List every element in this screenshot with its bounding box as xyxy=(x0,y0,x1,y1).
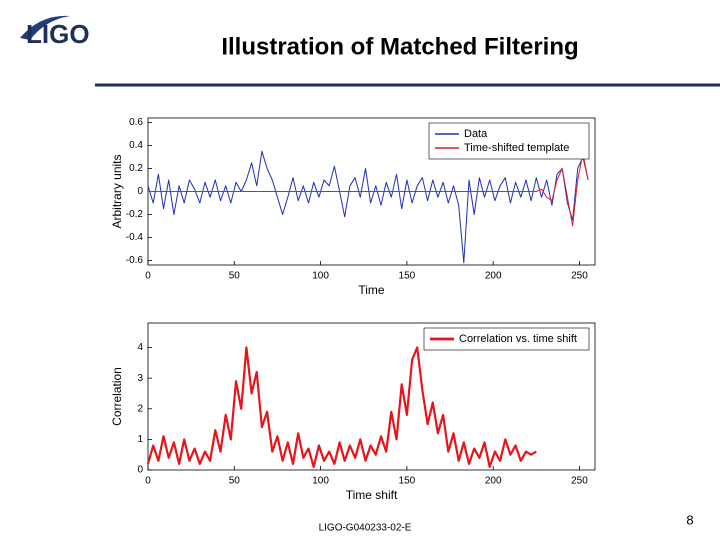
footer-id: LIGO-G040233-02-E xyxy=(319,523,412,534)
x-tick-label: 250 xyxy=(571,271,588,282)
y-axis-label: Arbitrary units xyxy=(110,154,124,228)
x-axis-label: Time shift xyxy=(346,488,398,502)
x-tick-label: 50 xyxy=(229,271,241,282)
y-tick-label: 0.4 xyxy=(129,140,143,151)
legend-label: Correlation vs. time shift xyxy=(459,333,577,345)
y-tick-label: -0.4 xyxy=(126,232,144,243)
y-tick-label: -0.6 xyxy=(126,255,144,266)
x-tick-label: 50 xyxy=(229,476,241,487)
y-tick-label: 0.2 xyxy=(129,163,143,174)
x-axis-label: Time xyxy=(358,283,385,297)
y-axis-label: Correlation xyxy=(110,367,124,426)
x-tick-label: 0 xyxy=(145,476,151,487)
page-number: 8 xyxy=(686,512,693,527)
x-tick-label: 150 xyxy=(399,271,416,282)
y-tick-label: 0 xyxy=(137,186,143,197)
y-tick-label: 2 xyxy=(137,403,143,414)
legend-box xyxy=(423,327,590,351)
legend-label: Time-shifted template xyxy=(464,142,569,154)
series-line xyxy=(148,153,589,227)
series-line xyxy=(146,346,537,468)
y-tick-label: 4 xyxy=(137,342,143,353)
y-tick-label: 0 xyxy=(137,465,143,476)
x-tick-label: 150 xyxy=(399,476,416,487)
legend-label: Data xyxy=(464,128,488,140)
x-tick-label: 100 xyxy=(312,271,329,282)
x-tick-label: 200 xyxy=(485,476,502,487)
x-tick-label: 0 xyxy=(145,271,151,282)
y-tick-label: 1 xyxy=(137,434,143,445)
y-tick-label: 0.6 xyxy=(129,117,143,128)
y-tick-label: -0.2 xyxy=(126,209,144,220)
legend-box xyxy=(428,122,590,160)
logo-swoosh xyxy=(20,15,70,40)
x-tick-label: 200 xyxy=(485,271,502,282)
series-line xyxy=(147,150,589,264)
logo-text: LIGO xyxy=(26,19,90,49)
x-tick-label: 100 xyxy=(312,476,329,487)
x-tick-label: 250 xyxy=(571,476,588,487)
slide-title: Illustration of Matched Filtering xyxy=(221,33,578,60)
y-tick-label: 3 xyxy=(137,373,143,384)
